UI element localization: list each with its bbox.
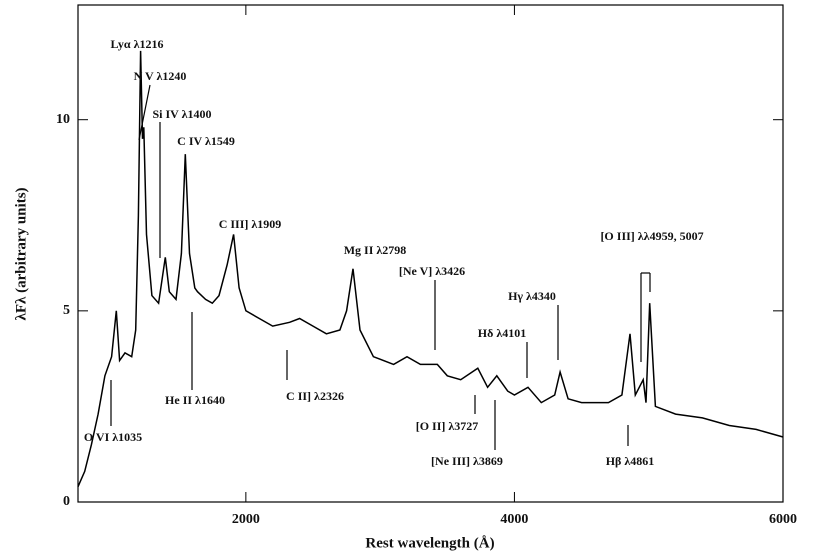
annotation: Lyα λ1216 xyxy=(111,37,164,51)
annotation: N V λ1240 xyxy=(134,69,187,83)
annotation: Mg II λ2798 xyxy=(344,243,407,257)
annotation: [O II] λ3727 xyxy=(416,419,479,433)
annotation: Hδ λ4101 xyxy=(478,326,526,340)
annotation: O VI λ1035 xyxy=(84,430,142,444)
annotation: [Ne III] λ3869 xyxy=(431,454,503,468)
spectrum-line xyxy=(77,50,784,488)
annotation: [O III] λλ4959, 5007 xyxy=(600,229,703,243)
y-tick-label: 0 xyxy=(63,494,70,509)
y-axis-label: λFλ (arbitrary units) xyxy=(13,187,29,320)
x-tick-label: 2000 xyxy=(232,512,260,527)
y-tick-label: 5 xyxy=(63,303,70,318)
annotation-leader xyxy=(138,84,151,141)
x-axis-label: Rest wavelength (Å) xyxy=(365,535,494,551)
y-tick-label: 10 xyxy=(56,112,70,127)
annotation: C IV λ1549 xyxy=(177,134,235,148)
annotation: He II λ1640 xyxy=(165,393,225,407)
annotation: Si IV λ1400 xyxy=(152,107,211,121)
x-tick-label: 6000 xyxy=(769,512,797,527)
annotation: [Ne V] λ3426 xyxy=(399,264,465,278)
plot-frame xyxy=(77,4,784,503)
annotation: C II] λ2326 xyxy=(286,389,344,403)
annotation: C III] λ1909 xyxy=(219,217,282,231)
annotation: Hβ λ4861 xyxy=(606,454,655,468)
annotation: Hγ λ4340 xyxy=(508,289,556,303)
x-tick-label: 4000 xyxy=(500,512,528,527)
